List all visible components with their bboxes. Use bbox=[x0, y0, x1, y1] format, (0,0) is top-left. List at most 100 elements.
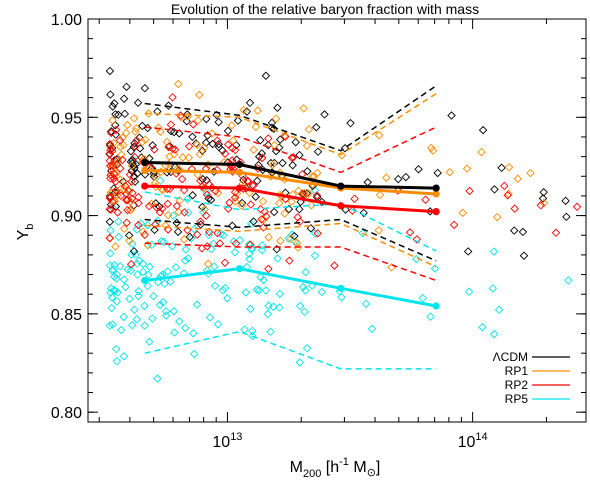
halo-point-rp5 bbox=[123, 265, 132, 274]
halo-point-rp5 bbox=[210, 262, 219, 271]
halo-point-rp1 bbox=[213, 188, 223, 198]
halo-point-cdm bbox=[253, 176, 262, 186]
halo-point-rp2 bbox=[220, 258, 230, 267]
halo-point-rp2 bbox=[105, 204, 114, 214]
halo-point-rp2 bbox=[196, 176, 205, 186]
halo-point-rp1 bbox=[253, 106, 262, 115]
halo-point-rp2 bbox=[312, 191, 322, 200]
halo-point-cdm bbox=[188, 191, 197, 200]
halo-point-rp5 bbox=[128, 239, 137, 249]
halo-point-rp2 bbox=[115, 136, 125, 145]
halo-point-rp2 bbox=[188, 120, 198, 129]
halo-point-cdm bbox=[202, 114, 211, 124]
halo-point-rp2 bbox=[330, 261, 339, 270]
halo-point-rp2 bbox=[105, 194, 115, 203]
halo-point-cdm bbox=[130, 139, 139, 148]
halo-point-rp5 bbox=[241, 288, 251, 297]
halo-point-rp1 bbox=[178, 153, 187, 162]
y-tick-label: 1.00 bbox=[51, 12, 82, 29]
halo-point-cdm bbox=[153, 107, 162, 116]
halo-point-rp1 bbox=[274, 198, 284, 208]
halo-point-cdm bbox=[122, 82, 131, 92]
halo-point-rp5 bbox=[202, 187, 211, 197]
series-rp1-upper-line bbox=[144, 93, 437, 156]
halo-point-rp2 bbox=[127, 177, 136, 186]
halo-point-rp2 bbox=[196, 217, 205, 226]
halo-point-rp1 bbox=[126, 197, 135, 206]
halo-point-rp1 bbox=[294, 186, 303, 196]
halo-point-rp5 bbox=[145, 262, 154, 272]
halo-point-rp1 bbox=[374, 226, 384, 235]
halo-point-rp5 bbox=[112, 274, 121, 283]
halo-point-cdm bbox=[131, 160, 141, 169]
halo-point-rp2 bbox=[122, 195, 131, 205]
halo-point-rp1 bbox=[207, 129, 217, 138]
halo-point-rp1 bbox=[174, 79, 183, 89]
halo-point-rp2 bbox=[313, 229, 322, 238]
halo-point-rp5 bbox=[132, 225, 142, 234]
halo-point-rp2 bbox=[243, 176, 252, 186]
halo-point-rp2 bbox=[201, 211, 211, 220]
halo-point-rp5 bbox=[412, 254, 421, 264]
halo-point-rp2 bbox=[297, 189, 307, 199]
halo-point-rp5 bbox=[361, 299, 371, 309]
halo-point-rp5 bbox=[489, 247, 499, 256]
halo-point-rp1 bbox=[268, 160, 277, 170]
y-axis-label: Yb bbox=[15, 224, 36, 241]
halo-point-cdm bbox=[223, 126, 233, 136]
halo-point-rp5 bbox=[310, 251, 320, 260]
halo-point-rp5 bbox=[140, 301, 149, 311]
halo-point-cdm bbox=[290, 231, 299, 241]
halo-point-rp2 bbox=[510, 204, 519, 213]
halo-point-rp2 bbox=[113, 208, 122, 217]
halo-point-cdm bbox=[110, 99, 119, 108]
halo-point-rp2 bbox=[215, 239, 225, 248]
halo-point-rp5 bbox=[112, 297, 122, 306]
halo-point-cdm bbox=[539, 187, 548, 197]
halo-point-rp2 bbox=[118, 155, 127, 165]
halo-point-rp5 bbox=[430, 264, 440, 273]
halo-point-rp5 bbox=[126, 266, 136, 275]
halo-point-rp5 bbox=[145, 337, 154, 347]
halo-point-cdm bbox=[106, 127, 116, 136]
halo-point-cdm bbox=[198, 146, 207, 156]
halo-point-cdm bbox=[490, 185, 499, 194]
halo-point-cdm bbox=[245, 98, 255, 108]
plot-frame bbox=[87, 18, 587, 423]
halo-point-rp5 bbox=[180, 323, 190, 333]
halo-point-rp5 bbox=[275, 289, 285, 299]
halo-point-rp2 bbox=[132, 136, 141, 145]
halo-point-cdm bbox=[233, 116, 243, 125]
halo-point-rp2 bbox=[204, 227, 214, 237]
halo-point-rp5 bbox=[166, 277, 175, 286]
halo-point-rp5 bbox=[171, 263, 181, 272]
halo-point-rp5 bbox=[157, 236, 166, 246]
y-tick-label: 0.85 bbox=[51, 307, 82, 324]
halo-point-rp5 bbox=[301, 267, 310, 277]
legend-item-cdm: ΛCDM bbox=[493, 350, 570, 364]
halo-point-cdm bbox=[120, 109, 130, 119]
halo-point-rp5 bbox=[107, 293, 117, 302]
halo-point-cdm bbox=[119, 94, 129, 103]
halo-point-cdm bbox=[105, 217, 115, 227]
halo-point-cdm bbox=[267, 118, 277, 128]
halo-point-rp2 bbox=[128, 188, 137, 198]
halo-point-rp5 bbox=[163, 267, 172, 276]
plot-area bbox=[105, 66, 582, 383]
halo-point-rp5 bbox=[110, 285, 119, 295]
halo-point-rp5 bbox=[257, 245, 267, 255]
halo-point-rp2 bbox=[108, 197, 117, 206]
halo-point-rp5 bbox=[220, 283, 230, 293]
svg-text:M200 [h-1 M⊙]: M200 [h-1 M⊙] bbox=[290, 456, 381, 480]
halo-point-rp5 bbox=[248, 326, 257, 336]
halo-point-rp5 bbox=[256, 273, 265, 282]
halo-point-rp5 bbox=[244, 249, 254, 259]
halo-point-rp5 bbox=[489, 329, 499, 339]
halo-point-rp2 bbox=[122, 218, 132, 228]
halo-point-rp5 bbox=[113, 288, 123, 297]
series-rp2-lower-line bbox=[144, 242, 437, 282]
halo-point-rp1 bbox=[111, 242, 120, 251]
halo-point-rp5 bbox=[205, 313, 215, 322]
